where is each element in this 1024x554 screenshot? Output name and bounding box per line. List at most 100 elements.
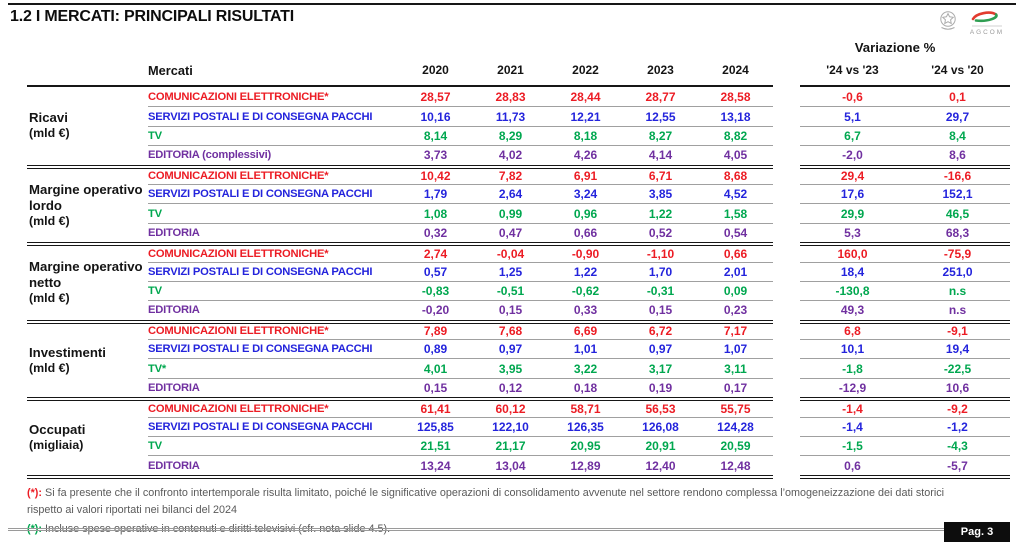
value-cell: 2,74: [398, 242, 473, 261]
value-cell: -0,6: [842, 89, 863, 104]
column-header-year-2022: 2022: [548, 55, 623, 87]
value-cell: 20,59: [698, 436, 773, 455]
agcom-wordmark: AGCOM: [970, 29, 1004, 36]
value-cell: 6,71: [623, 164, 698, 184]
value-cell: 12,21: [548, 106, 623, 125]
bottom-rule: [8, 528, 944, 531]
column-header-24-vs-23: '24 vs '23: [800, 55, 905, 87]
value-cell: 28,44: [570, 89, 601, 104]
value-cell: 0,89: [398, 339, 473, 358]
value-cell: -4,3: [905, 436, 1010, 455]
value-cell: 4,14: [623, 145, 698, 164]
value-cell: 4,26: [548, 145, 623, 164]
value-cell: 4,02: [473, 145, 548, 164]
value-cell: 6,7: [800, 125, 905, 145]
value-cell: 0,1: [949, 89, 966, 104]
value-cell: 10,16: [398, 106, 473, 125]
value-cell: 0,17: [698, 377, 773, 397]
market-label: SERVIZI POSTALI E DI CONSEGNA PACCHI: [148, 416, 398, 436]
value-cell: -2,0: [800, 145, 905, 164]
value-cell: 29,4: [800, 164, 905, 184]
row-group-3-label: Margine operativo netto (mld €): [27, 242, 148, 320]
value-cell: 8,18: [548, 125, 623, 145]
value-cell: -130,8: [800, 280, 905, 300]
value-cell: -22,5: [905, 358, 1010, 377]
value-cell: 0,66: [548, 222, 623, 242]
value-cell: 13,24: [398, 455, 473, 474]
market-label: SERVIZI POSTALI E DI CONSEGNA PACCHI: [148, 183, 398, 203]
market-label: TV: [148, 203, 398, 222]
value-cell: 3,24: [548, 183, 623, 203]
value-cell: 125,85: [398, 416, 473, 436]
value-cell: 0,54: [698, 222, 773, 242]
agcom-logo-icon: AGCOM: [940, 11, 1004, 36]
value-cell: 8,27: [623, 125, 698, 145]
value-cell: 1,58: [698, 203, 773, 222]
variation-percent-header: Variazione %: [854, 40, 936, 55]
value-cell: -0,04: [473, 242, 548, 261]
page-title: 1.2 I MERCATI: PRINCIPALI RISULTATI: [10, 8, 294, 25]
header-corner-spacer: [27, 55, 148, 87]
value-cell: 10,6: [905, 377, 1010, 397]
value-cell: 7,82: [473, 164, 548, 184]
value-cell: -0,31: [623, 280, 698, 300]
value-cell: 122,10: [473, 416, 548, 436]
value-cell: 13,18: [698, 106, 773, 125]
value-cell: 0,15: [473, 300, 548, 319]
market-label: COMUNICAZIONI ELETTRONICHE*: [148, 164, 398, 184]
value-cell: 0,19: [623, 377, 698, 397]
value-cell: 7,89: [398, 319, 473, 339]
value-cell: n.s: [905, 300, 1010, 319]
value-cell: 0,96: [548, 203, 623, 222]
group-label-text: Ricavi: [29, 109, 68, 125]
market-label: EDITORIA: [148, 377, 398, 397]
value-cell: 28,77: [645, 89, 676, 104]
value-cell: 28,83: [495, 89, 526, 104]
value-cell: -0,62: [548, 280, 623, 300]
value-cell: 68,3: [905, 222, 1010, 242]
value-cell: 3,22: [548, 358, 623, 377]
value-cell: 21,17: [473, 436, 548, 455]
page-number-badge: Pag. 3: [944, 522, 1010, 542]
value-cell: -75,9: [905, 242, 1010, 261]
value-cell: 0,97: [623, 339, 698, 358]
value-cell: 126,08: [623, 416, 698, 436]
column-header-year-2020: 2020: [398, 55, 473, 87]
value-cell: -1,8: [800, 358, 905, 377]
value-cell: 0,47: [473, 222, 548, 242]
value-cell: -0,83: [398, 280, 473, 300]
value-cell: -9,1: [905, 319, 1010, 339]
column-header-year-2023: 2023: [623, 55, 698, 87]
value-cell: 29,7: [905, 106, 1010, 125]
value-cell: 124,28: [698, 416, 773, 436]
value-cell: 12,89: [548, 455, 623, 474]
value-cell: 3,17: [623, 358, 698, 377]
value-cell: 8,14: [398, 125, 473, 145]
group-unit-text: (mld €): [29, 213, 70, 228]
value-cell: 0,57: [398, 261, 473, 281]
value-cell: -0,51: [473, 280, 548, 300]
value-cell: 46,5: [905, 203, 1010, 222]
market-label: TV*: [148, 358, 398, 377]
market-label: EDITORIA: [148, 455, 398, 474]
agcom-swoosh-icon: [971, 11, 998, 23]
market-label: EDITORIA: [148, 300, 398, 319]
value-cell: 0,97: [473, 339, 548, 358]
agcom-logo: AGCOM: [936, 6, 1012, 43]
value-cell: -1,4: [800, 416, 905, 436]
value-cell: 1,22: [548, 261, 623, 281]
value-cell: 12,55: [623, 106, 698, 125]
value-cell: 60,12: [473, 397, 548, 416]
value-cell: 0,52: [623, 222, 698, 242]
value-cell: 8,82: [698, 125, 773, 145]
group-label-text: Margine operativo lordo: [29, 181, 143, 213]
value-cell: 126,35: [548, 416, 623, 436]
market-label: COMUNICAZIONI ELETTRONICHE*: [148, 319, 398, 339]
group-label-text: Margine operativo netto: [29, 259, 143, 291]
value-cell: 12,40: [623, 455, 698, 474]
market-label: TV: [148, 280, 398, 300]
value-cell: 3,73: [398, 145, 473, 164]
value-cell: -9,2: [905, 397, 1010, 416]
value-cell: 5,3: [800, 222, 905, 242]
